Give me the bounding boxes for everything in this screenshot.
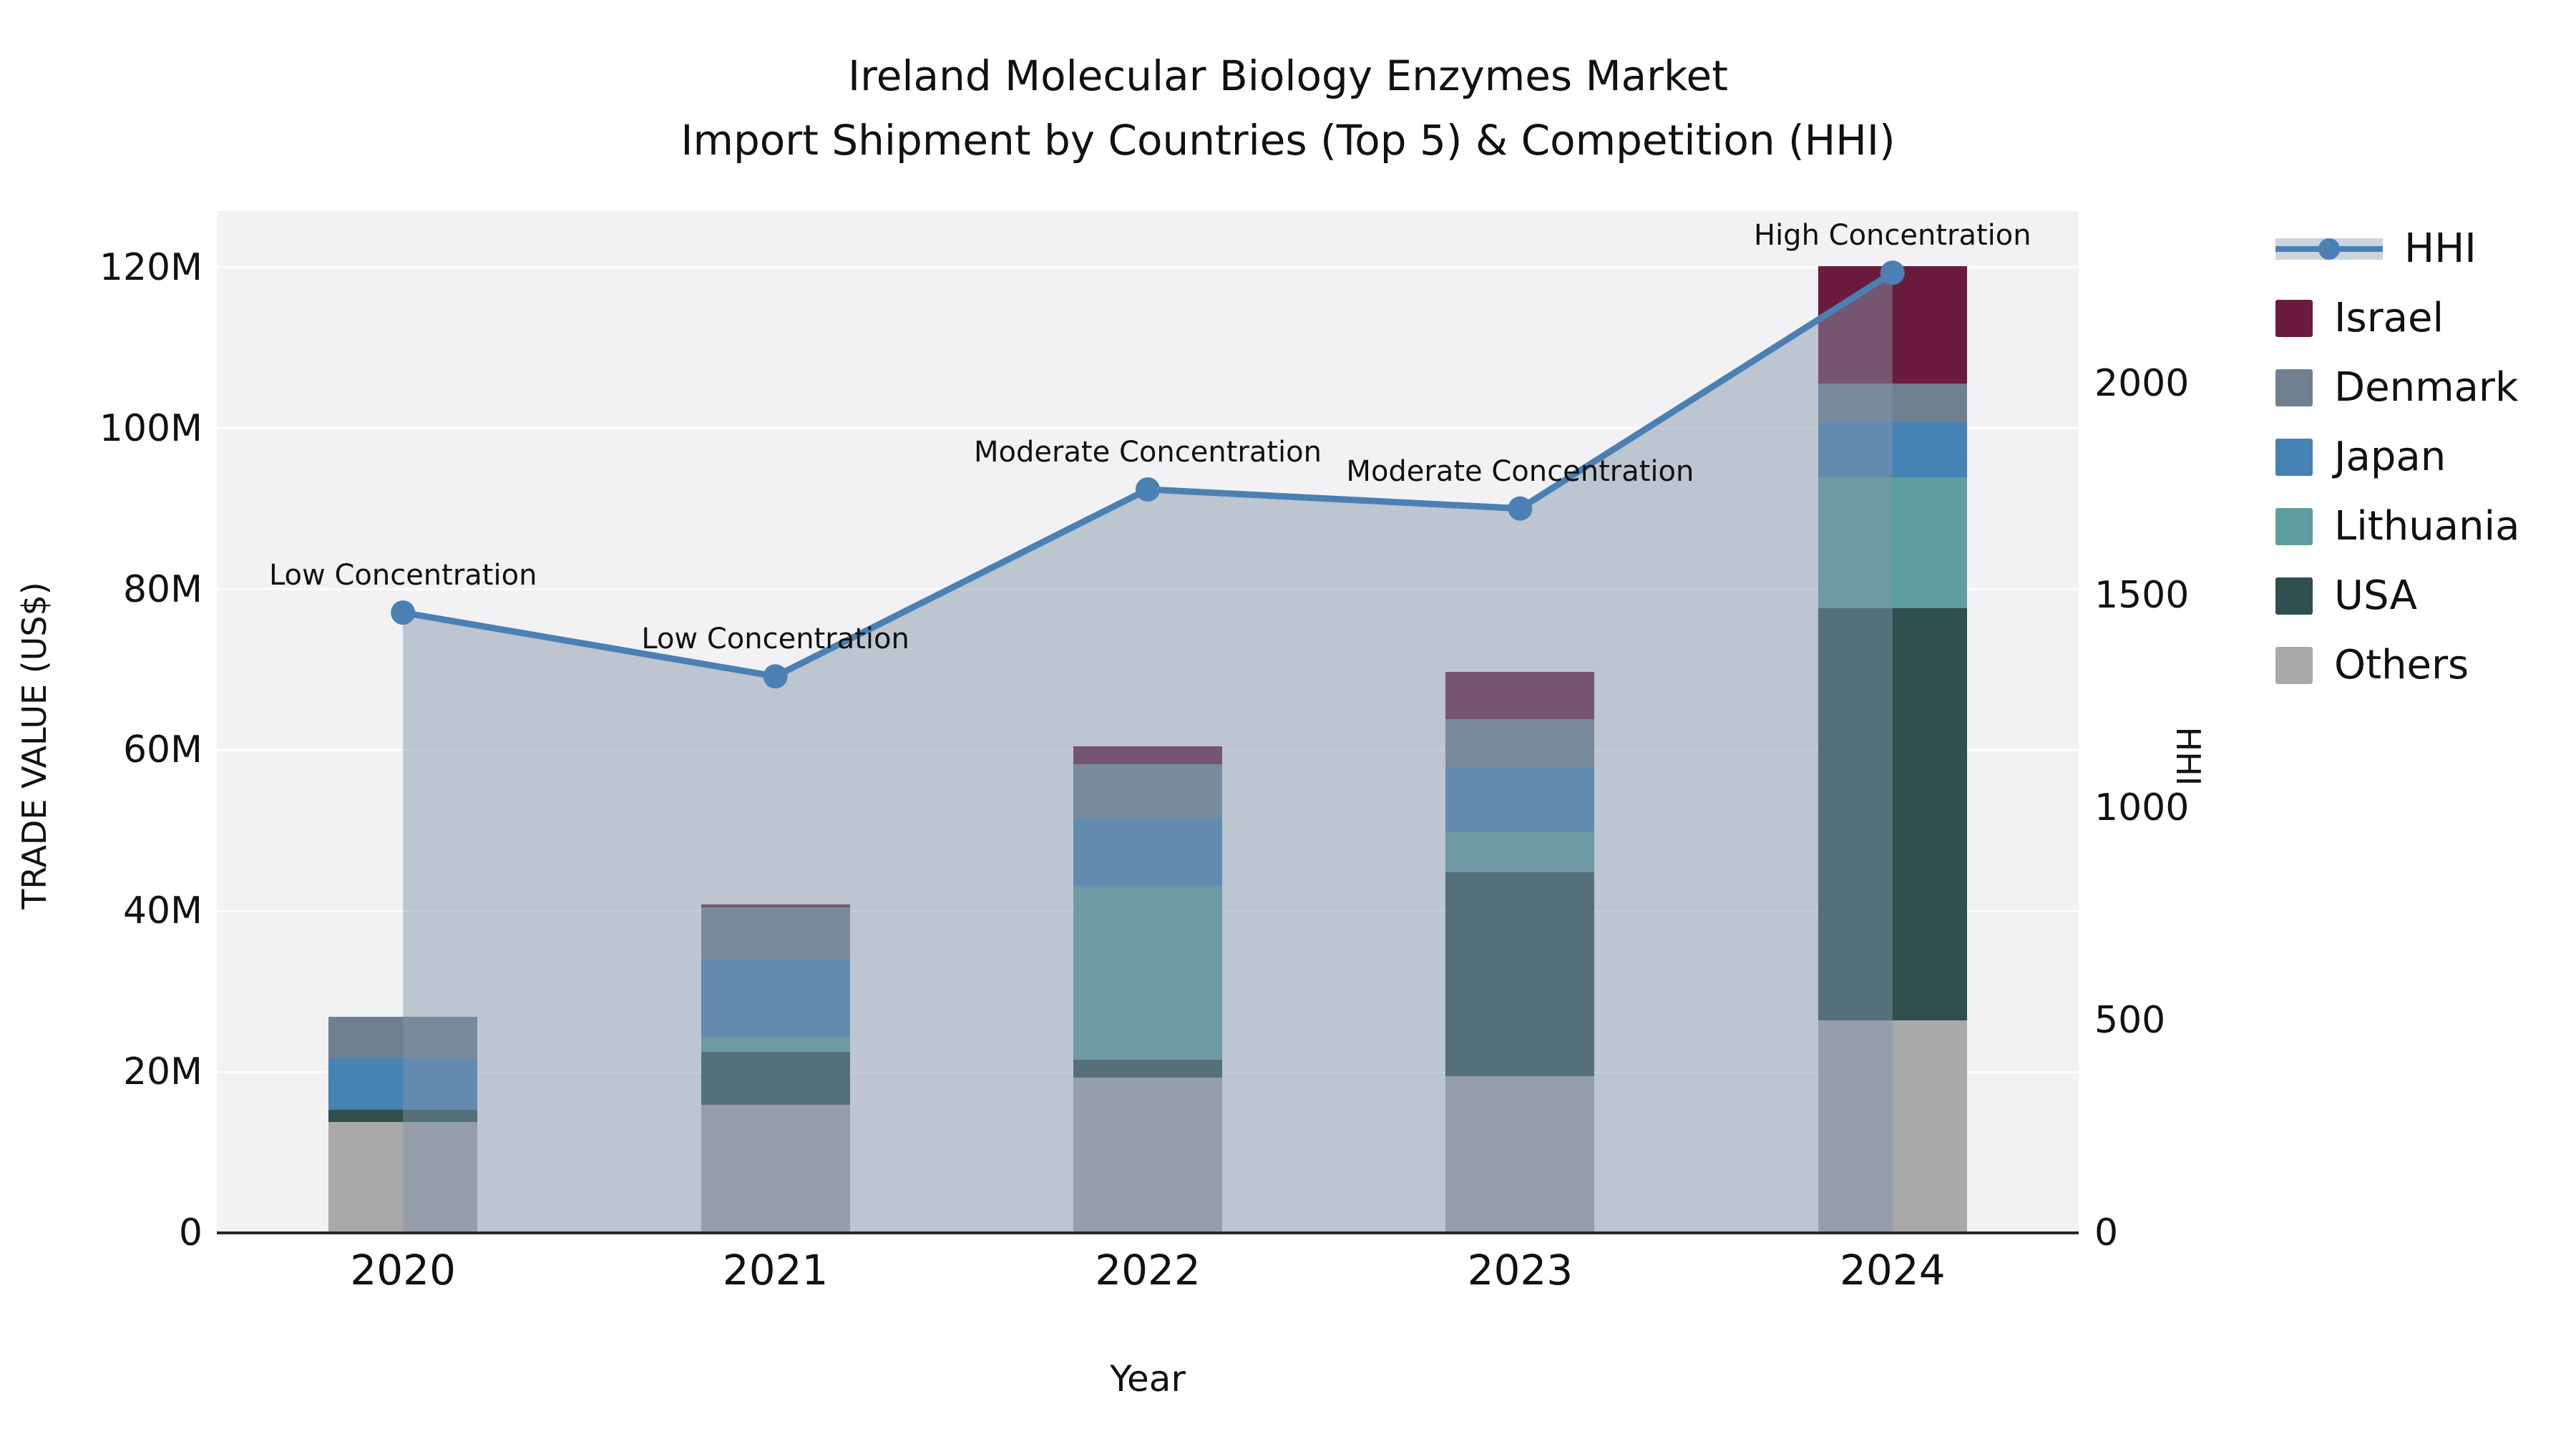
bar-segment-denmark-2020 [328, 1016, 478, 1059]
legend-swatch-israel [2275, 300, 2313, 337]
legend-label-japan: Japan [2334, 434, 2446, 480]
bar-segment-denmark-2024 [1818, 383, 1967, 422]
bar-segment-japan-2021 [701, 959, 850, 1037]
y-right-tick-500: 500 [2094, 999, 2166, 1043]
x-tick-2021: 2021 [722, 1246, 829, 1294]
legend-label-others: Others [2334, 642, 2469, 688]
annotation-2024: High Concentration [1753, 219, 2031, 253]
hhi-marker-2023 [1508, 496, 1533, 521]
bar-segment-israel-2024 [1818, 265, 1967, 384]
bar-segment-israel-2023 [1445, 672, 1595, 719]
legend-line-key-icon [2275, 238, 2383, 260]
legend-item-israel: Israel [2275, 297, 2519, 340]
hhi-marker-2020 [391, 600, 416, 625]
x-tick-2022: 2022 [1095, 1246, 1201, 1294]
legend-item-hhi: HHI [2275, 228, 2519, 270]
chart-title: Ireland Molecular Biology Enzymes Market… [0, 44, 2576, 173]
annotation-2023: Moderate Concentration [1346, 454, 1694, 488]
legend-swatch-japan [2275, 439, 2313, 476]
x-tick-2020: 2020 [350, 1246, 456, 1294]
y-left-tick-80M: 80M [122, 567, 203, 611]
chart-title-line1: Ireland Molecular Biology Enzymes Market [848, 52, 1728, 100]
y-right-tick-1000: 1000 [2094, 786, 2190, 830]
y-left-tick-100M: 100M [99, 406, 203, 450]
y-left-tick-60M: 60M [122, 728, 203, 772]
bar-segment-usa-2022 [1073, 1060, 1222, 1078]
annotation-2021: Low Concentration [641, 623, 909, 656]
bar-segment-lithuania-2024 [1818, 477, 1967, 608]
y-left-tick-120M: 120M [99, 245, 203, 289]
legend-label-israel: Israel [2334, 295, 2444, 341]
legend-label-hhi: HHI [2404, 225, 2477, 272]
hhi-marker-2024 [1880, 260, 1905, 286]
bar-segment-others-2023 [1445, 1075, 1595, 1233]
legend-item-lithuania: Lithuania [2275, 505, 2519, 548]
legend-item-japan: Japan [2275, 436, 2519, 479]
bar-segment-israel-2022 [1073, 746, 1222, 764]
x-axis-label: Year [1110, 1358, 1186, 1400]
gridline-80M [217, 588, 2079, 591]
bar-segment-lithuania-2022 [1073, 886, 1222, 1060]
bar-segment-others-2024 [1818, 1020, 1967, 1233]
legend-item-others: Others [2275, 644, 2519, 687]
bar-segment-japan-2022 [1073, 819, 1222, 887]
bar-segment-others-2022 [1073, 1078, 1222, 1233]
x-tick-2024: 2024 [1839, 1246, 1946, 1294]
y-right-tick-2000: 2000 [2094, 361, 2190, 405]
bar-segment-usa-2020 [328, 1110, 478, 1122]
y-right-tick-1500: 1500 [2094, 574, 2190, 618]
legend: HHI Israel Denmark Japan Lithuania USA Others [2275, 228, 2519, 687]
bar-segment-usa-2024 [1818, 608, 1967, 1021]
legend-label-lithuania: Lithuania [2334, 503, 2520, 550]
x-axis-spine [217, 1231, 2079, 1234]
bar-segment-japan-2020 [328, 1058, 478, 1110]
gridline-100M [217, 427, 2079, 430]
bar-segment-usa-2021 [701, 1052, 850, 1106]
bar-segment-israel-2021 [701, 904, 850, 907]
annotation-2022: Moderate Concentration [974, 435, 1322, 469]
hhi-marker-2022 [1136, 477, 1160, 502]
plot-area [217, 211, 2079, 1233]
bar-segment-denmark-2023 [1445, 718, 1595, 769]
bar-segment-others-2021 [701, 1105, 850, 1233]
bar-segment-lithuania-2023 [1445, 831, 1595, 873]
legend-item-usa: USA [2275, 575, 2519, 618]
bar-segment-lithuania-2021 [701, 1036, 850, 1053]
legend-swatch-lithuania [2275, 508, 2313, 545]
bar-segment-denmark-2021 [701, 907, 850, 960]
legend-swatch-others [2275, 647, 2313, 684]
chart-title-line2: Import Shipment by Countries (Top 5) & C… [680, 115, 1896, 165]
x-tick-2023: 2023 [1467, 1246, 1574, 1294]
y-right-tick-0: 0 [2094, 1211, 2119, 1254]
y-left-tick-0: 0 [178, 1211, 203, 1254]
hhi-overlay [391, 260, 1905, 1233]
bar-segment-japan-2023 [1445, 768, 1595, 832]
hhi-marker-2021 [763, 664, 788, 689]
legend-swatch-usa [2275, 577, 2313, 615]
annotation-2020: Low Concentration [268, 559, 537, 592]
bar-segment-japan-2024 [1818, 421, 1967, 478]
legend-label-usa: USA [2334, 572, 2417, 619]
bar-segment-others-2020 [328, 1121, 478, 1233]
legend-label-denmark: Denmark [2334, 364, 2519, 411]
gridline-120M [217, 266, 2079, 269]
legend-item-denmark: Denmark [2275, 366, 2519, 409]
bar-segment-denmark-2022 [1073, 763, 1222, 819]
bar-segment-usa-2023 [1445, 872, 1595, 1076]
y-left-tick-20M: 20M [122, 1050, 203, 1094]
y-left-tick-40M: 40M [122, 889, 203, 933]
legend-swatch-denmark [2275, 369, 2313, 406]
